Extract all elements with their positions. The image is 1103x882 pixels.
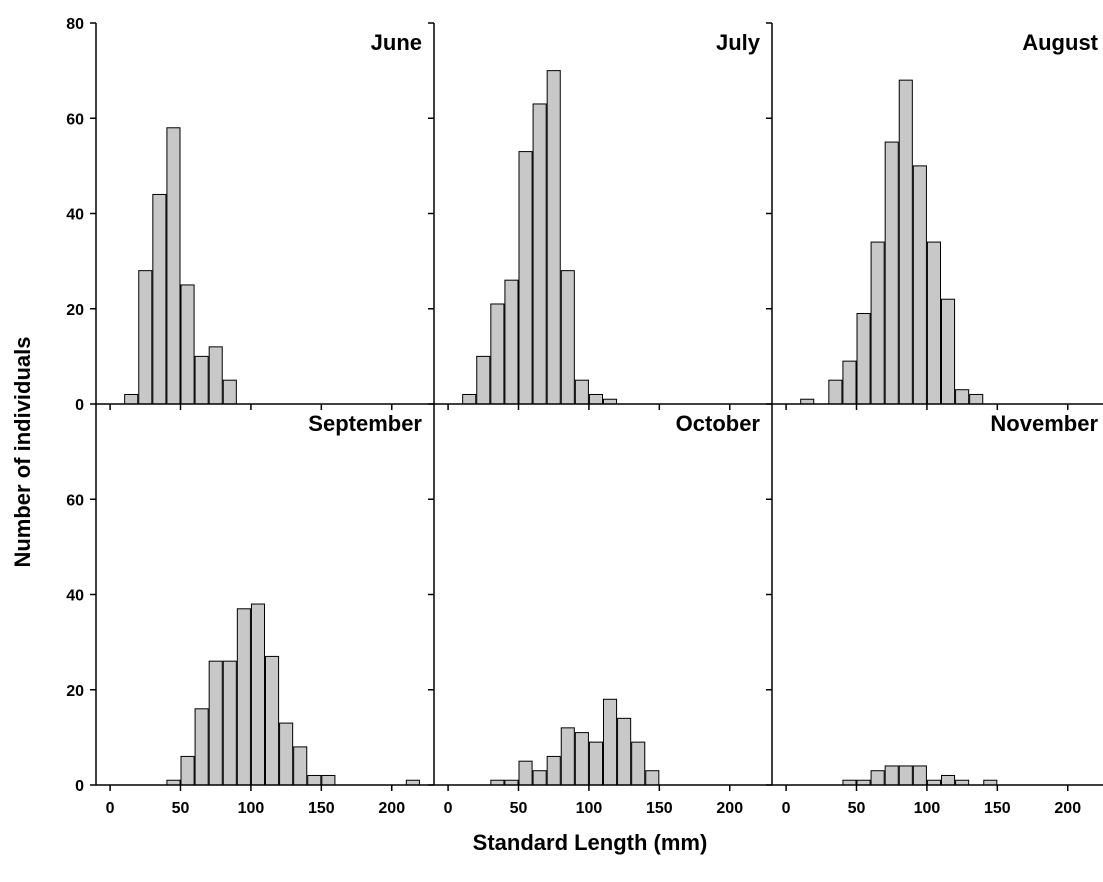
bar xyxy=(194,355,209,405)
x-tick-label: 0 xyxy=(782,800,791,817)
x-tick-label: 50 xyxy=(848,800,866,817)
y-tick-label: 40 xyxy=(66,588,84,605)
bar xyxy=(236,608,251,786)
x-tick-label: 0 xyxy=(444,800,453,817)
bar xyxy=(476,355,491,405)
y-tick-label: 20 xyxy=(66,302,84,319)
bar xyxy=(898,765,913,786)
bar xyxy=(138,270,153,405)
bar xyxy=(842,360,857,405)
bar xyxy=(912,165,927,405)
bar xyxy=(462,393,477,405)
y-tick-label: 80 xyxy=(66,16,84,33)
bar xyxy=(912,765,927,786)
bar xyxy=(180,284,195,405)
bar xyxy=(560,270,575,405)
panel-grid: June July August September October November xyxy=(124,30,1099,786)
x-tick-label: 50 xyxy=(172,800,190,817)
x-tick-label: 100 xyxy=(238,800,265,817)
bar xyxy=(870,770,885,786)
y-tick-label: 20 xyxy=(66,683,84,700)
x-tick-label: 200 xyxy=(378,800,405,817)
x-tick-label: 100 xyxy=(914,800,941,817)
bar xyxy=(321,774,336,786)
bar xyxy=(222,379,237,405)
bar xyxy=(588,393,604,405)
bar xyxy=(293,746,308,786)
bar xyxy=(180,755,195,786)
x-tick-label: 50 xyxy=(510,800,528,817)
x-tick-label: 150 xyxy=(646,800,673,817)
bar xyxy=(560,727,575,786)
bar xyxy=(574,379,589,405)
x-tick-label: 0 xyxy=(106,800,115,817)
y-tick-label: 60 xyxy=(66,492,84,509)
bar xyxy=(546,755,561,786)
bar xyxy=(152,193,167,405)
y-tick-label: 0 xyxy=(75,397,84,414)
bar xyxy=(166,127,181,405)
bar xyxy=(941,298,956,405)
panel-title: November xyxy=(990,411,1098,436)
bar xyxy=(574,732,589,786)
panel-title: October xyxy=(676,411,761,436)
bar xyxy=(617,717,632,786)
bar xyxy=(546,70,561,405)
x-tick-label: 100 xyxy=(576,800,603,817)
bar xyxy=(208,660,223,786)
bar xyxy=(955,389,970,405)
bar xyxy=(941,774,956,786)
bar xyxy=(222,660,237,786)
bar xyxy=(194,708,209,786)
bar xyxy=(307,774,322,786)
bar xyxy=(518,760,533,786)
bar xyxy=(856,313,871,405)
bar xyxy=(250,603,266,786)
panel-august: August xyxy=(800,30,1099,405)
bar xyxy=(532,770,547,786)
bar xyxy=(588,741,604,786)
bar xyxy=(870,241,885,405)
panel-title: July xyxy=(716,30,761,55)
x-axis-title: Standard Length (mm) xyxy=(473,830,708,855)
bar xyxy=(926,241,942,405)
panel-november: November xyxy=(842,411,1098,786)
bar xyxy=(208,346,223,405)
panel-september: September xyxy=(166,411,422,786)
y-axis-title: Number of individuals xyxy=(10,336,35,567)
x-tick-label: 200 xyxy=(1054,800,1081,817)
bar xyxy=(969,393,984,405)
panel-title: June xyxy=(371,30,422,55)
bar xyxy=(898,79,913,405)
y-tick-label: 60 xyxy=(66,111,84,128)
bar xyxy=(603,698,618,786)
bar xyxy=(645,770,660,786)
y-tick-label: 0 xyxy=(75,778,84,795)
y-tick-label: 40 xyxy=(66,207,84,224)
bar xyxy=(504,279,519,405)
x-axis: 0 50 100 150 200 0 50 100 150 200 0 50 100 150 200 xyxy=(106,404,1081,817)
bar xyxy=(828,379,843,405)
x-tick-label: 150 xyxy=(984,800,1011,817)
bar xyxy=(265,655,280,786)
x-tick-label: 200 xyxy=(716,800,743,817)
bar xyxy=(124,393,139,405)
panel-title: September xyxy=(308,411,422,436)
bar xyxy=(884,765,899,786)
y-axis: 0 20 40 60 80 0 20 40 60 xyxy=(66,16,772,795)
panel-title: August xyxy=(1022,30,1098,55)
bar xyxy=(490,303,505,405)
panel-june: June xyxy=(124,30,422,405)
x-tick-label: 150 xyxy=(308,800,335,817)
panel-october: October xyxy=(490,411,761,786)
bar xyxy=(884,141,899,405)
bar xyxy=(631,741,646,786)
bar xyxy=(532,103,547,405)
panel-july: July xyxy=(462,30,761,405)
bar xyxy=(518,151,533,405)
bar xyxy=(279,722,294,786)
